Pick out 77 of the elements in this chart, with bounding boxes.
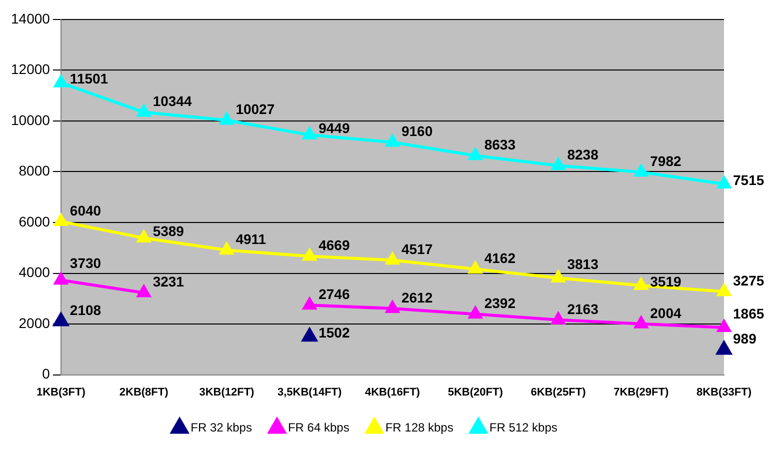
data-label: 2004	[650, 304, 682, 321]
x-tick-label: 6KB(25FT)	[530, 386, 586, 398]
point	[552, 312, 565, 324]
point	[53, 312, 68, 326]
data-label: 5389	[152, 222, 184, 239]
point	[717, 284, 731, 296]
data-label: 4162	[484, 250, 516, 266]
y-tick-label: 2000	[18, 314, 50, 331]
data-label: 7982	[650, 153, 682, 170]
x-tick-label: 1KB(3FT)	[36, 386, 86, 398]
data-label: 2163	[567, 300, 599, 317]
point	[220, 112, 234, 125]
data-label: 1865	[733, 305, 764, 322]
point	[302, 248, 316, 261]
data-label: 6040	[70, 202, 102, 218]
point	[302, 298, 316, 310]
y-tick-label: 0	[42, 366, 50, 382]
point	[468, 148, 482, 160]
y-tick-label: 4000	[18, 264, 50, 280]
data-label: 989	[733, 330, 757, 347]
point	[386, 300, 400, 313]
y-tick-label: 6000	[18, 213, 50, 230]
data-label: 3275	[733, 272, 764, 289]
point	[302, 328, 318, 342]
point	[468, 262, 482, 274]
x-tick-label: 5KB(20FT)	[448, 386, 504, 398]
point	[137, 285, 151, 298]
data-label: 4911	[236, 230, 266, 247]
point	[552, 270, 565, 283]
point	[717, 176, 731, 189]
legend-label: FR 32 kbps	[190, 420, 252, 434]
x-tick-label: 2KB(8FT)	[119, 386, 169, 398]
data-label: 11501	[70, 70, 108, 87]
data-label: 3730	[70, 254, 102, 271]
point	[634, 278, 648, 290]
point	[302, 127, 316, 140]
data-label: 2108	[70, 302, 102, 318]
y-tick-label: 8000	[18, 162, 50, 179]
x-tick-label: 7KB(29FT)	[614, 386, 669, 398]
x-tick-label: 4KB(16FT)	[364, 386, 420, 398]
point	[137, 104, 151, 117]
point	[716, 341, 732, 355]
data-label: 3813	[567, 256, 599, 272]
legend-label: FR 64 kbps	[288, 420, 350, 434]
data-label: 2392	[484, 294, 516, 311]
legend-label: FR 512 kbps	[489, 420, 558, 434]
point	[220, 242, 234, 255]
data-label: 9449	[318, 120, 350, 136]
data-label: 7515	[733, 172, 764, 188]
y-tick-label: 12000	[10, 61, 50, 78]
point	[634, 316, 648, 328]
y-tick-label: 14000	[10, 10, 50, 26]
x-tick-label: 3KB(12FT)	[199, 386, 255, 398]
data-label: 4669	[318, 237, 350, 254]
data-label: 9160	[401, 123, 433, 140]
point	[468, 306, 482, 319]
point	[54, 75, 68, 88]
data-label: 10344	[152, 93, 192, 110]
point	[386, 252, 400, 265]
point	[634, 164, 648, 177]
x-tick-label: 8KB(33FT)	[696, 386, 752, 398]
legend-label: FR 128 kbps	[385, 420, 454, 434]
data-label: 8633	[484, 136, 516, 153]
y-tick-label: 10000	[10, 112, 50, 128]
point	[386, 134, 400, 147]
data-label: 1502	[318, 324, 350, 341]
data-label: 2746	[318, 286, 350, 302]
point	[717, 320, 731, 332]
point	[137, 230, 151, 242]
data-label: 3519	[650, 273, 682, 290]
data-label: 4517	[401, 240, 433, 257]
x-tick-label: 3,5KB(14FT)	[277, 386, 342, 398]
data-label: 10027	[236, 101, 275, 118]
data-label: 2612	[401, 289, 433, 306]
data-label: 8238	[567, 146, 599, 163]
point	[552, 158, 565, 170]
data-label: 3231	[152, 274, 184, 290]
